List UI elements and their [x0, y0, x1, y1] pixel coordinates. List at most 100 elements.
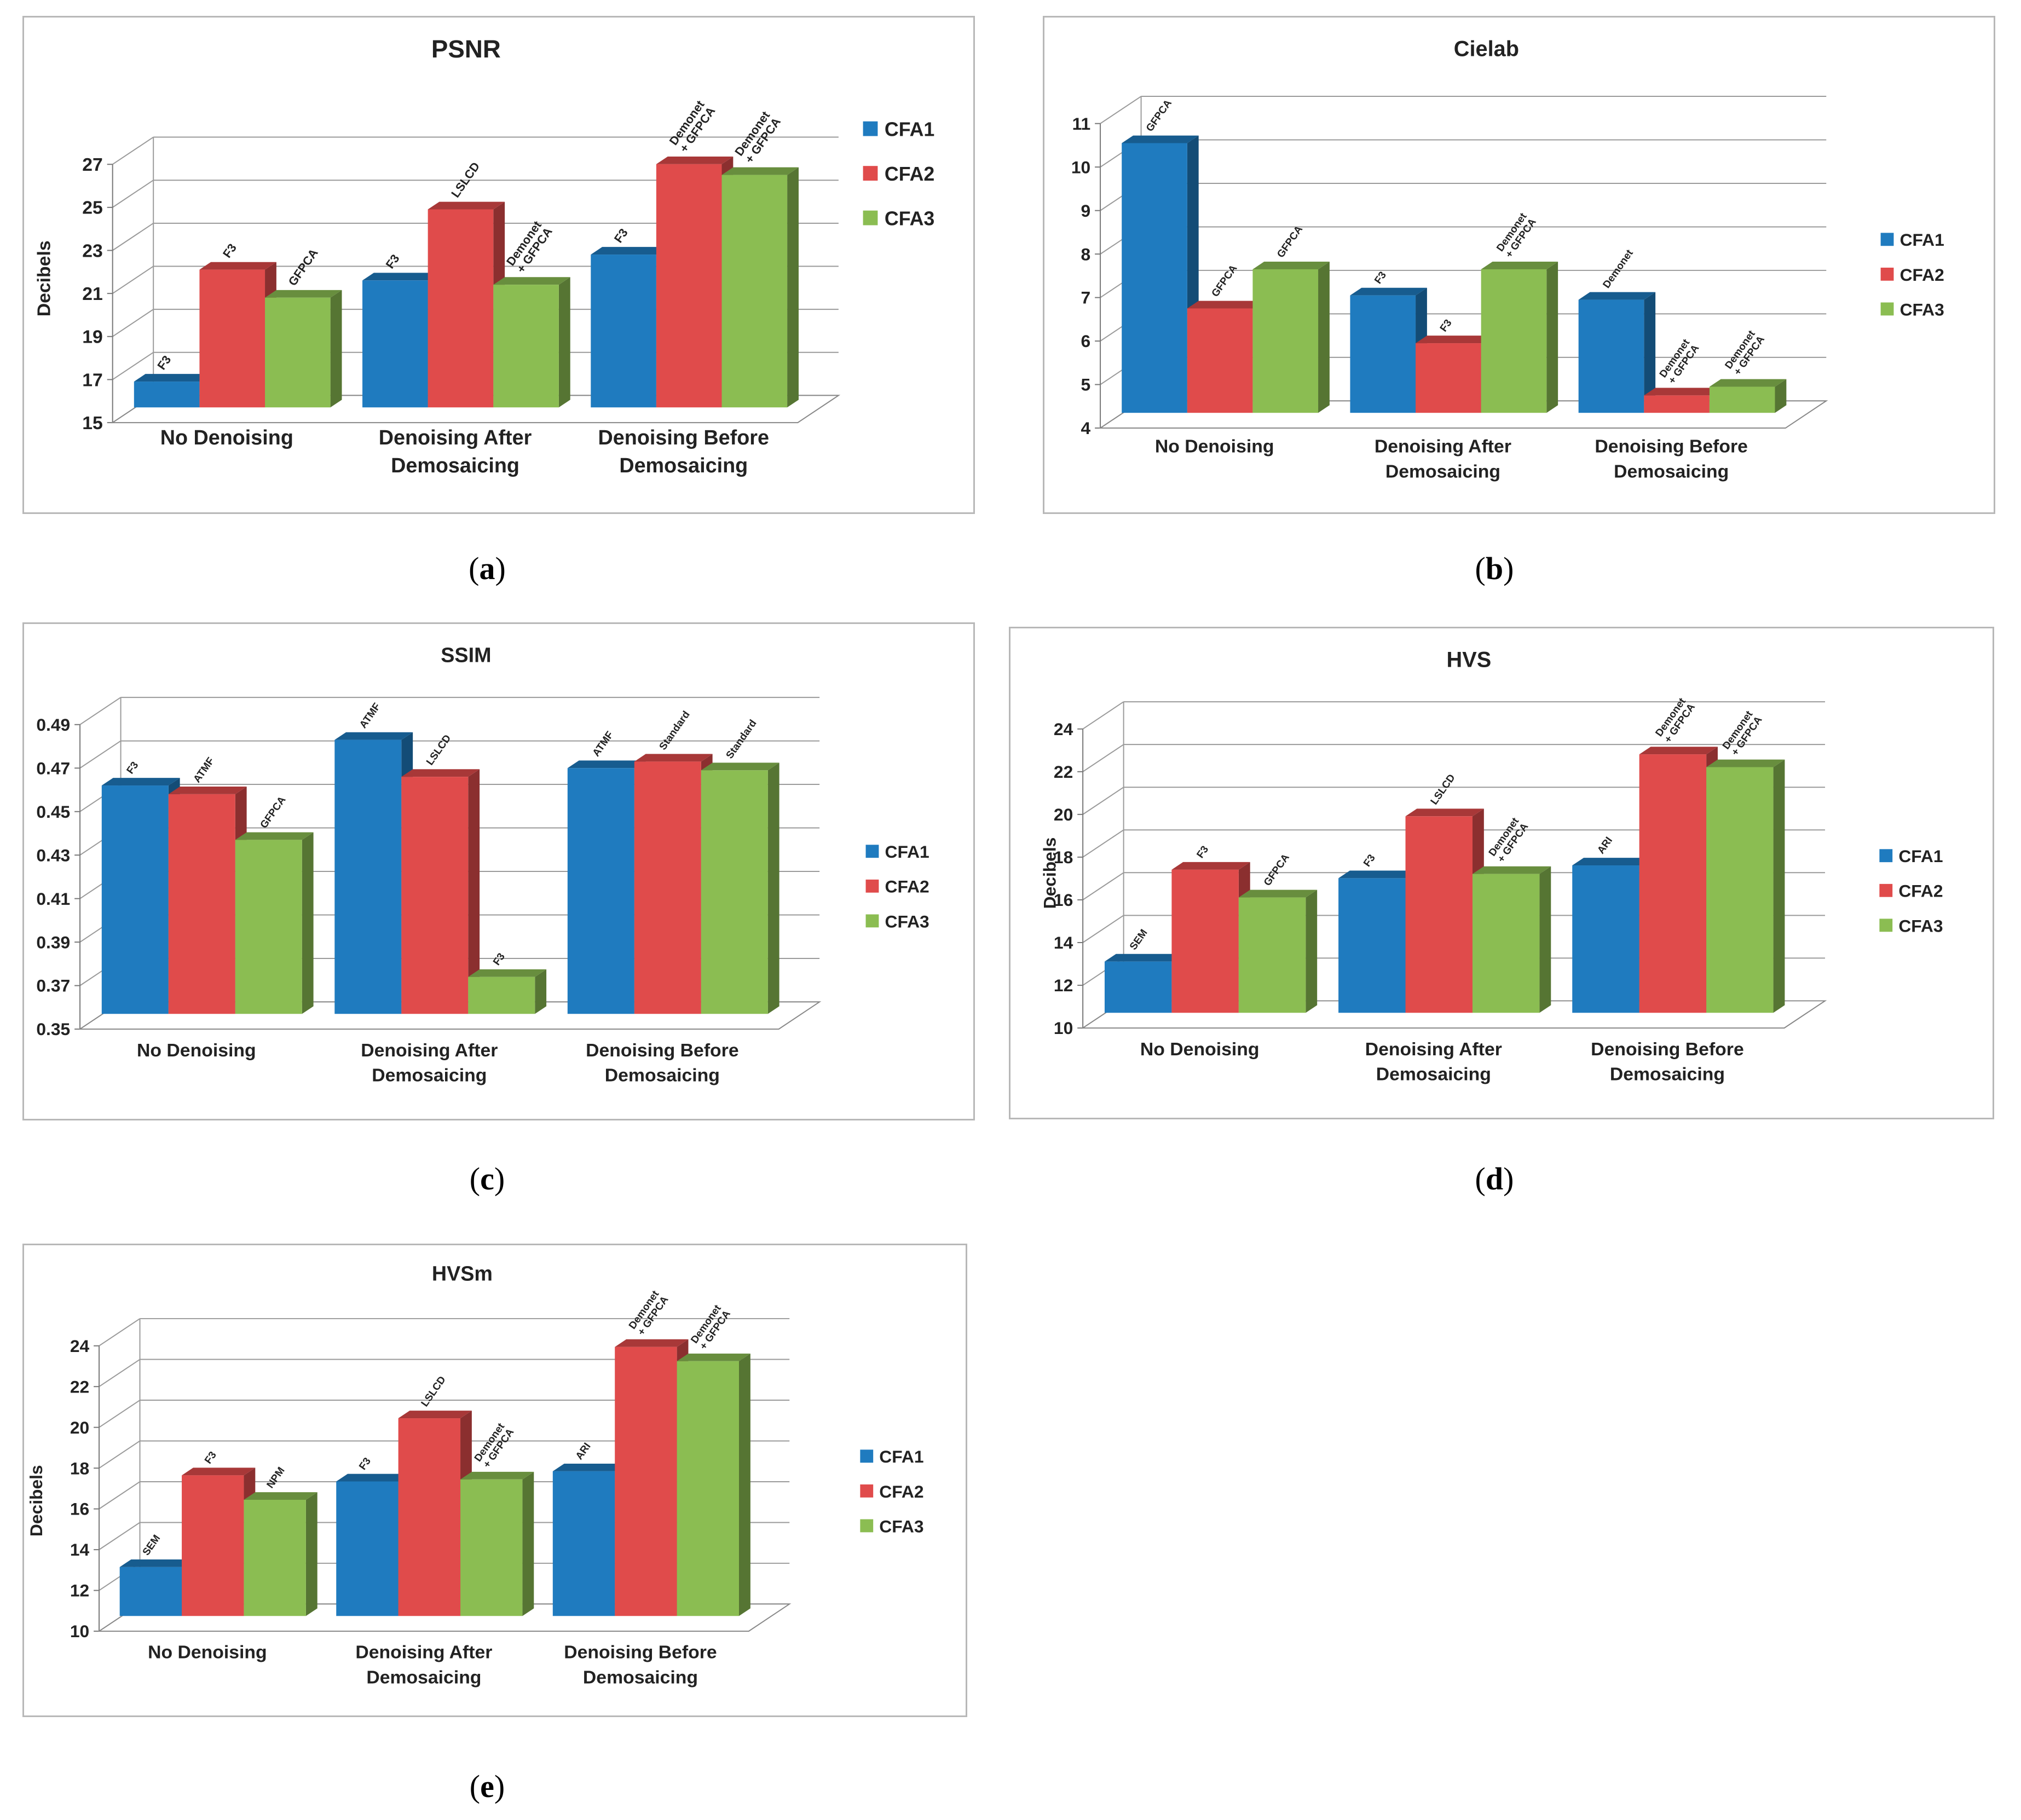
bar-data-label: Demonet+ GFPCA — [667, 97, 718, 155]
bar-top — [119, 1559, 193, 1567]
bar-top — [1416, 336, 1493, 344]
chart-ssim: SSIM 0.35 0.37 0.39 0.41 0.43 0.45 0.47 0.49 F3 AT… — [36, 644, 929, 1086]
bar-data-label-line: F3 — [124, 759, 141, 776]
bar-top — [468, 969, 547, 977]
x-category-line: Denoising Before — [1595, 436, 1748, 457]
bar-data-label-line: LSLCD — [419, 1374, 448, 1409]
legend: CFA1 CFA2 CFA3 — [1880, 230, 1944, 319]
bar-data-label: ATMF — [191, 755, 216, 785]
y-tick-label: 0.47 — [36, 758, 70, 778]
bar-cfa3-2 — [493, 277, 570, 408]
x-category-label: Denoising Before Demosaicing — [598, 426, 769, 477]
chart-panel-hvs: HVS 10 12 14 16 18 20 22 24 SEM F3 GFPCA No Denoisin… — [1009, 627, 1994, 1119]
bar-front — [401, 777, 469, 1014]
bar-cfa3-2 — [460, 1471, 534, 1616]
x-category-line: Demosaicing — [619, 454, 748, 477]
bar-side — [302, 832, 314, 1014]
bar-data-label-line: GFPCA — [258, 794, 288, 830]
bar-top — [101, 778, 180, 786]
bar-front — [1472, 874, 1540, 1013]
bar-cfa3-1 — [1252, 262, 1330, 413]
legend: CFA1 CFA2 CFA3 — [865, 842, 929, 931]
x-category-label: Denoising After Demosaicing — [1365, 1039, 1502, 1085]
bar-data-label: Demonet+ GFPCA — [626, 1287, 671, 1337]
bar-top — [362, 273, 440, 281]
y-tick-label: 18 — [1054, 847, 1073, 867]
bar-side — [739, 1353, 750, 1616]
bar-cfa3-2 — [1481, 262, 1558, 413]
bar-data-label: GFPCA — [285, 246, 320, 288]
bar-data-label-line: F3 — [154, 353, 174, 372]
bar-top — [1405, 808, 1484, 817]
bar-data-label-line: NPM — [264, 1465, 287, 1490]
bar-top — [168, 787, 247, 794]
x-category-line: Demosaicing — [1614, 461, 1729, 482]
bar-data-label: F3 — [202, 1449, 218, 1466]
legend-label-cfa2: CFA2 — [879, 1482, 923, 1501]
bar-top — [1338, 870, 1417, 879]
x-category-label: Denoising After Demosaicing — [379, 426, 532, 477]
side-gridline — [99, 1440, 141, 1469]
y-tick-label: 14 — [70, 1540, 90, 1559]
bar-cfa2-2 — [401, 769, 480, 1014]
y-axis-title: Decibels — [33, 240, 54, 316]
bar-top — [265, 290, 342, 298]
y-tick-label: 23 — [82, 240, 103, 261]
chart-title: Cielab — [1454, 37, 1519, 61]
bar-front — [1238, 897, 1306, 1013]
legend: CFA1 CFA2 CFA3 — [863, 119, 934, 229]
bar-cfa2-1 — [1187, 301, 1264, 413]
side-gridline — [1082, 915, 1124, 943]
bar-cfa1-2 — [1350, 287, 1427, 413]
bar-top — [401, 769, 480, 777]
bar-front — [1481, 269, 1547, 413]
bar-cfa1-3 — [1578, 292, 1656, 413]
bar-data-label: Demonet+ GFPCA — [1657, 336, 1701, 386]
bar-data-label-line: ATMF — [357, 701, 382, 730]
bar-cfa3-3 — [677, 1353, 750, 1616]
bar-top — [1644, 388, 1721, 396]
bar-front — [362, 280, 428, 408]
chart-panel-cielab: Cielab 4 5 6 7 8 9 10 11 GFPCA GFPCA GFPCA No Denois… — [1043, 16, 1995, 514]
side-gridline — [99, 1400, 141, 1428]
bar-data-label: LSLCD — [424, 732, 453, 767]
side-gridline — [99, 1359, 141, 1388]
x-category-line: Demosaicing — [391, 454, 519, 477]
bar-top — [244, 1492, 317, 1500]
legend-swatch-cfa2 — [863, 166, 878, 181]
y-axis-title: Decibels — [1040, 837, 1059, 909]
bar-data-label: NPM — [264, 1465, 287, 1490]
bar-front — [1572, 865, 1639, 1013]
bar-front — [1405, 816, 1473, 1013]
bar-data-label: GFPCA — [1274, 223, 1304, 259]
caption-e: (e) — [469, 1769, 505, 1804]
y-tick-label: 0.49 — [36, 715, 70, 735]
x-category-label: Denoising After Demosaicing — [361, 1040, 498, 1086]
side-gridline — [112, 180, 154, 208]
legend-label-cfa2: CFA2 — [1898, 881, 1943, 901]
bar-cfa1-1 — [1104, 954, 1183, 1013]
legend: CFA1 CFA2 CFA3 — [1879, 846, 1943, 935]
bar-data-label-line: F3 — [202, 1449, 218, 1466]
bar-cfa1-3 — [567, 760, 646, 1014]
side-gridline — [1082, 829, 1124, 858]
legend-label-cfa3: CFA3 — [885, 207, 934, 229]
bar-front — [634, 761, 701, 1014]
bar-side — [1644, 292, 1656, 413]
bar-cfa3-1 — [235, 832, 314, 1014]
x-category-line: Denoising After — [1365, 1039, 1502, 1060]
side-gridline — [1100, 96, 1142, 124]
bar-data-label-line: Demonet — [1601, 247, 1636, 290]
bar-side — [468, 769, 480, 1014]
y-tick-label: 0.39 — [36, 932, 70, 952]
x-category-label: Denoising After Demosaicing — [355, 1642, 492, 1688]
bar-top — [334, 732, 413, 740]
legend-swatch-cfa3 — [863, 210, 878, 226]
bar-front — [721, 175, 788, 408]
chart-title: SSIM — [441, 644, 491, 667]
bar-data-label: Standard — [657, 709, 692, 752]
chart-panel-psnr: PSNR 15 17 19 21 23 25 27 F3 F3 GFPCA No Denoising F… — [22, 16, 975, 514]
bar-front — [1416, 343, 1481, 413]
bar-top — [1238, 889, 1318, 898]
bar-side — [558, 277, 570, 408]
